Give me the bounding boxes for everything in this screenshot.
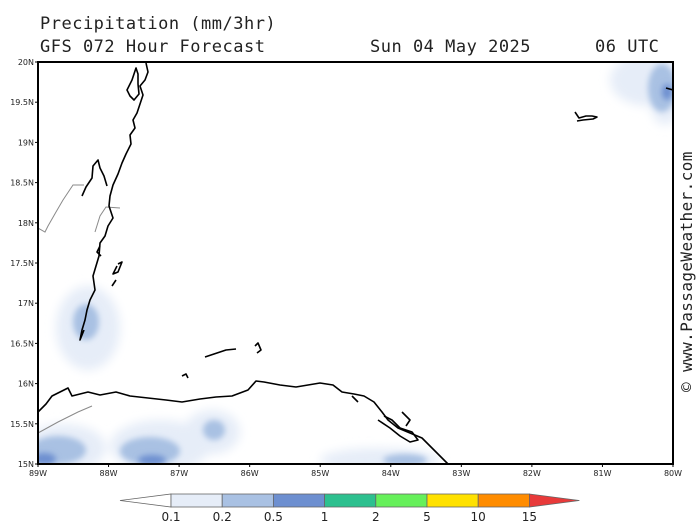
lat-tick-label: 20N (18, 58, 34, 67)
lon-tick-label: 87W (170, 469, 188, 478)
legend-label: 0.2 (212, 510, 232, 524)
lat-tick-label: 15N (18, 460, 34, 469)
legend-color-box (221, 493, 274, 508)
lon-tick-label: 82W (523, 469, 541, 478)
legend-arrow-low (119, 493, 172, 508)
longitude-axis: 89W 88W 87W 86W 85W 84W 83W 82W 81W 80W (29, 464, 682, 478)
lon-tick-label: 89W (29, 469, 47, 478)
border-lines (38, 184, 121, 434)
lat-tick-label: 17N (18, 299, 34, 308)
legend-color-box (426, 493, 479, 508)
legend-color-box (324, 493, 377, 508)
credit-text: © www.PassageWeather.com (677, 151, 696, 392)
legend-label: 2 (371, 510, 380, 524)
precip-fields (38, 62, 673, 464)
legend-label: 10 (470, 510, 486, 524)
forecast-subtitle: GFS 072 Hour Forecast (40, 37, 266, 57)
lon-tick-label: 81W (593, 469, 611, 478)
legend-label: 1 (320, 510, 329, 524)
precip-legend-bar (119, 493, 580, 508)
legend-label: 0.1 (161, 510, 181, 524)
valid-date: Sun 04 May 2025 (370, 37, 532, 57)
legend-label: 15 (521, 510, 538, 524)
lon-tick-label: 83W (452, 469, 470, 478)
lat-tick-label: 19N (18, 138, 34, 147)
legend-color-box (170, 493, 223, 508)
lat-tick-label: 16N (18, 380, 34, 389)
chart-title: Precipitation (mm/3hr) (40, 14, 277, 34)
lon-tick-label: 85W (311, 469, 329, 478)
lat-tick-label: 18.5N (10, 179, 34, 188)
legend-color-box (477, 493, 530, 508)
lon-tick-label: 88W (100, 469, 118, 478)
lon-tick-label: 84W (382, 469, 400, 478)
legend-label: 5 (423, 510, 431, 524)
lat-tick-label: 15.5N (10, 420, 34, 429)
legend-color-box (272, 493, 325, 508)
lat-tick-label: 16.5N (10, 339, 34, 348)
coastline (38, 62, 673, 464)
latitude-axis: 20N 19.5N 19N 18.5N 18N 17.5N 17N 16.5N 16N 15.5N… (10, 58, 38, 469)
lon-tick-label: 86W (241, 469, 259, 478)
lat-tick-label: 17.5N (10, 259, 34, 268)
legend-color-box (375, 493, 428, 508)
legend-arrow-high (529, 493, 580, 508)
valid-time: 06 UTC (595, 37, 660, 57)
lat-tick-label: 19.5N (10, 98, 34, 107)
lat-tick-label: 18N (18, 219, 34, 228)
lon-tick-label: 80W (664, 469, 682, 478)
legend-label: 0.5 (263, 510, 283, 524)
